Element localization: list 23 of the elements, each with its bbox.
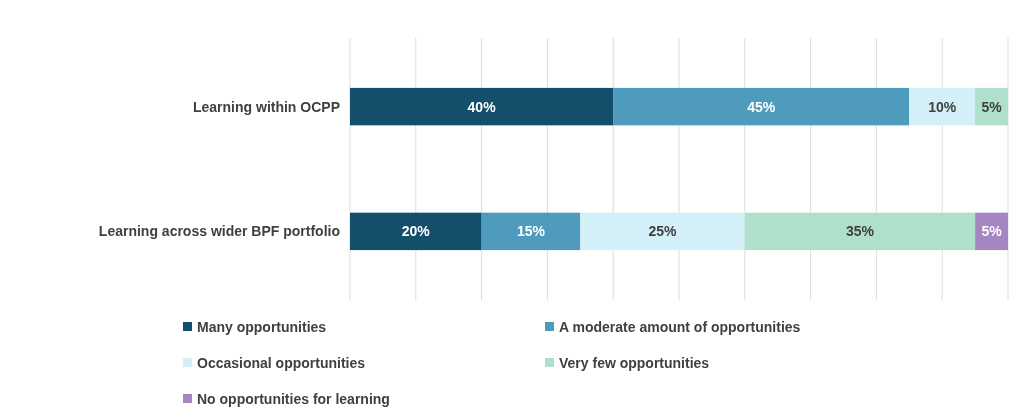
bar (481, 212, 581, 251)
y-tick-label: Learning within OCPP (192, 98, 340, 115)
legend-label: A moderate amount of opportunities (559, 318, 801, 335)
data-label: 25% (648, 223, 678, 240)
bar (744, 212, 976, 251)
legend-label: Very few opportunities (559, 354, 710, 371)
y-tick-label: Learning across wider BPF portfolio (98, 223, 340, 240)
data-label: 5% (981, 98, 1003, 115)
bar (613, 87, 910, 126)
data-label: 35% (845, 223, 875, 240)
data-label: 10% (928, 98, 957, 115)
bar (909, 87, 976, 126)
data-label: 15% (516, 223, 546, 240)
bar (350, 212, 482, 251)
data-label: 45% (747, 98, 776, 115)
data-label: 5% (981, 223, 1003, 240)
data-label: 40% (467, 98, 497, 115)
legend-label: Occasional opportunities (197, 354, 366, 371)
legend-label: Many opportunities (197, 318, 327, 335)
data-label: 20% (401, 223, 431, 240)
bar (350, 87, 614, 126)
legend-label: No opportunities for learning (197, 390, 390, 407)
bar (580, 212, 745, 251)
